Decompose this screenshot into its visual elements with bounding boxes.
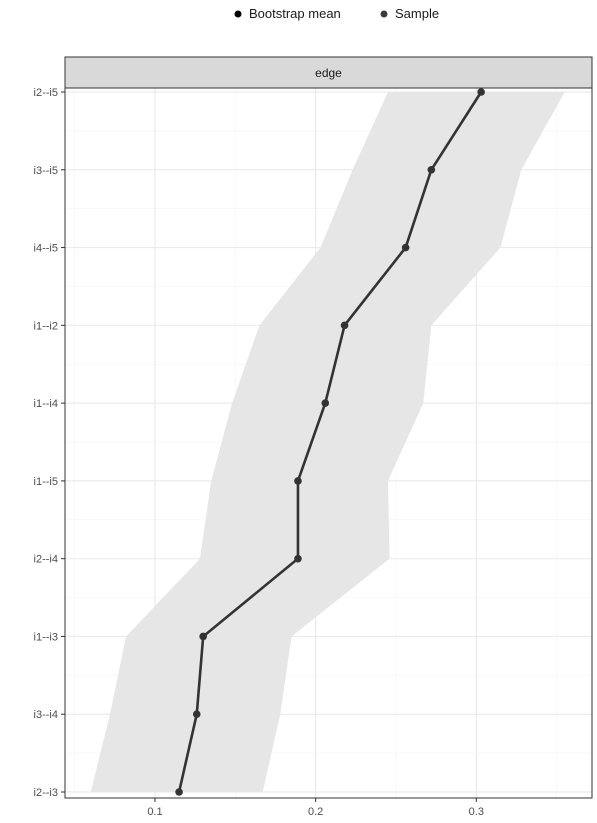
y-tick-label: i2--i5 (34, 87, 58, 99)
y-tick-label: i2--i4 (34, 554, 58, 566)
data-point (294, 477, 302, 485)
y-tick-label: i2--i3 (34, 787, 58, 799)
legend-marker-sample (380, 10, 388, 18)
data-point (477, 88, 485, 96)
data-points (175, 88, 485, 796)
data-point (427, 165, 436, 174)
data-point (340, 321, 349, 330)
legend-marker-bootstrap-mean (234, 10, 242, 18)
y-tick-label: i4--i5 (34, 243, 58, 255)
y-tick-label: i3--i5 (34, 165, 58, 177)
y-tick-label: i1--i5 (34, 476, 58, 488)
data-point (294, 554, 302, 563)
y-tick-label: i1--i2 (34, 320, 58, 332)
y-tick-label: i1--i4 (34, 398, 58, 410)
x-axis: 0.1 0.2 0.3 (147, 798, 484, 818)
facet-strip (64, 56, 593, 89)
data-point (321, 399, 330, 407)
data-point (199, 632, 207, 641)
confidence-band (90, 92, 565, 792)
panel-frame (64, 87, 593, 799)
y-tick-label: i1--i3 (34, 631, 58, 643)
x-tick-label: 0.2 (308, 806, 323, 818)
legend-label-sample: Sample (395, 6, 439, 21)
x-tick-label: 0.3 (469, 806, 484, 818)
legend-label-bootstrap-mean: Bootstrap mean (249, 6, 341, 21)
legend: Bootstrap mean Sample (234, 6, 439, 21)
sample-line (177, 91, 483, 793)
data-point (175, 788, 183, 796)
y-axis: i2--i3 i3--i4 i1--i3 i2--i4 i1--i5 i1--i4 i1--… (34, 87, 65, 799)
facet-strip-label: edge (315, 66, 342, 80)
data-point (401, 243, 410, 252)
x-tick-label: 0.1 (147, 806, 162, 818)
data-point (192, 710, 201, 719)
y-tick-label: i3--i4 (34, 709, 58, 721)
